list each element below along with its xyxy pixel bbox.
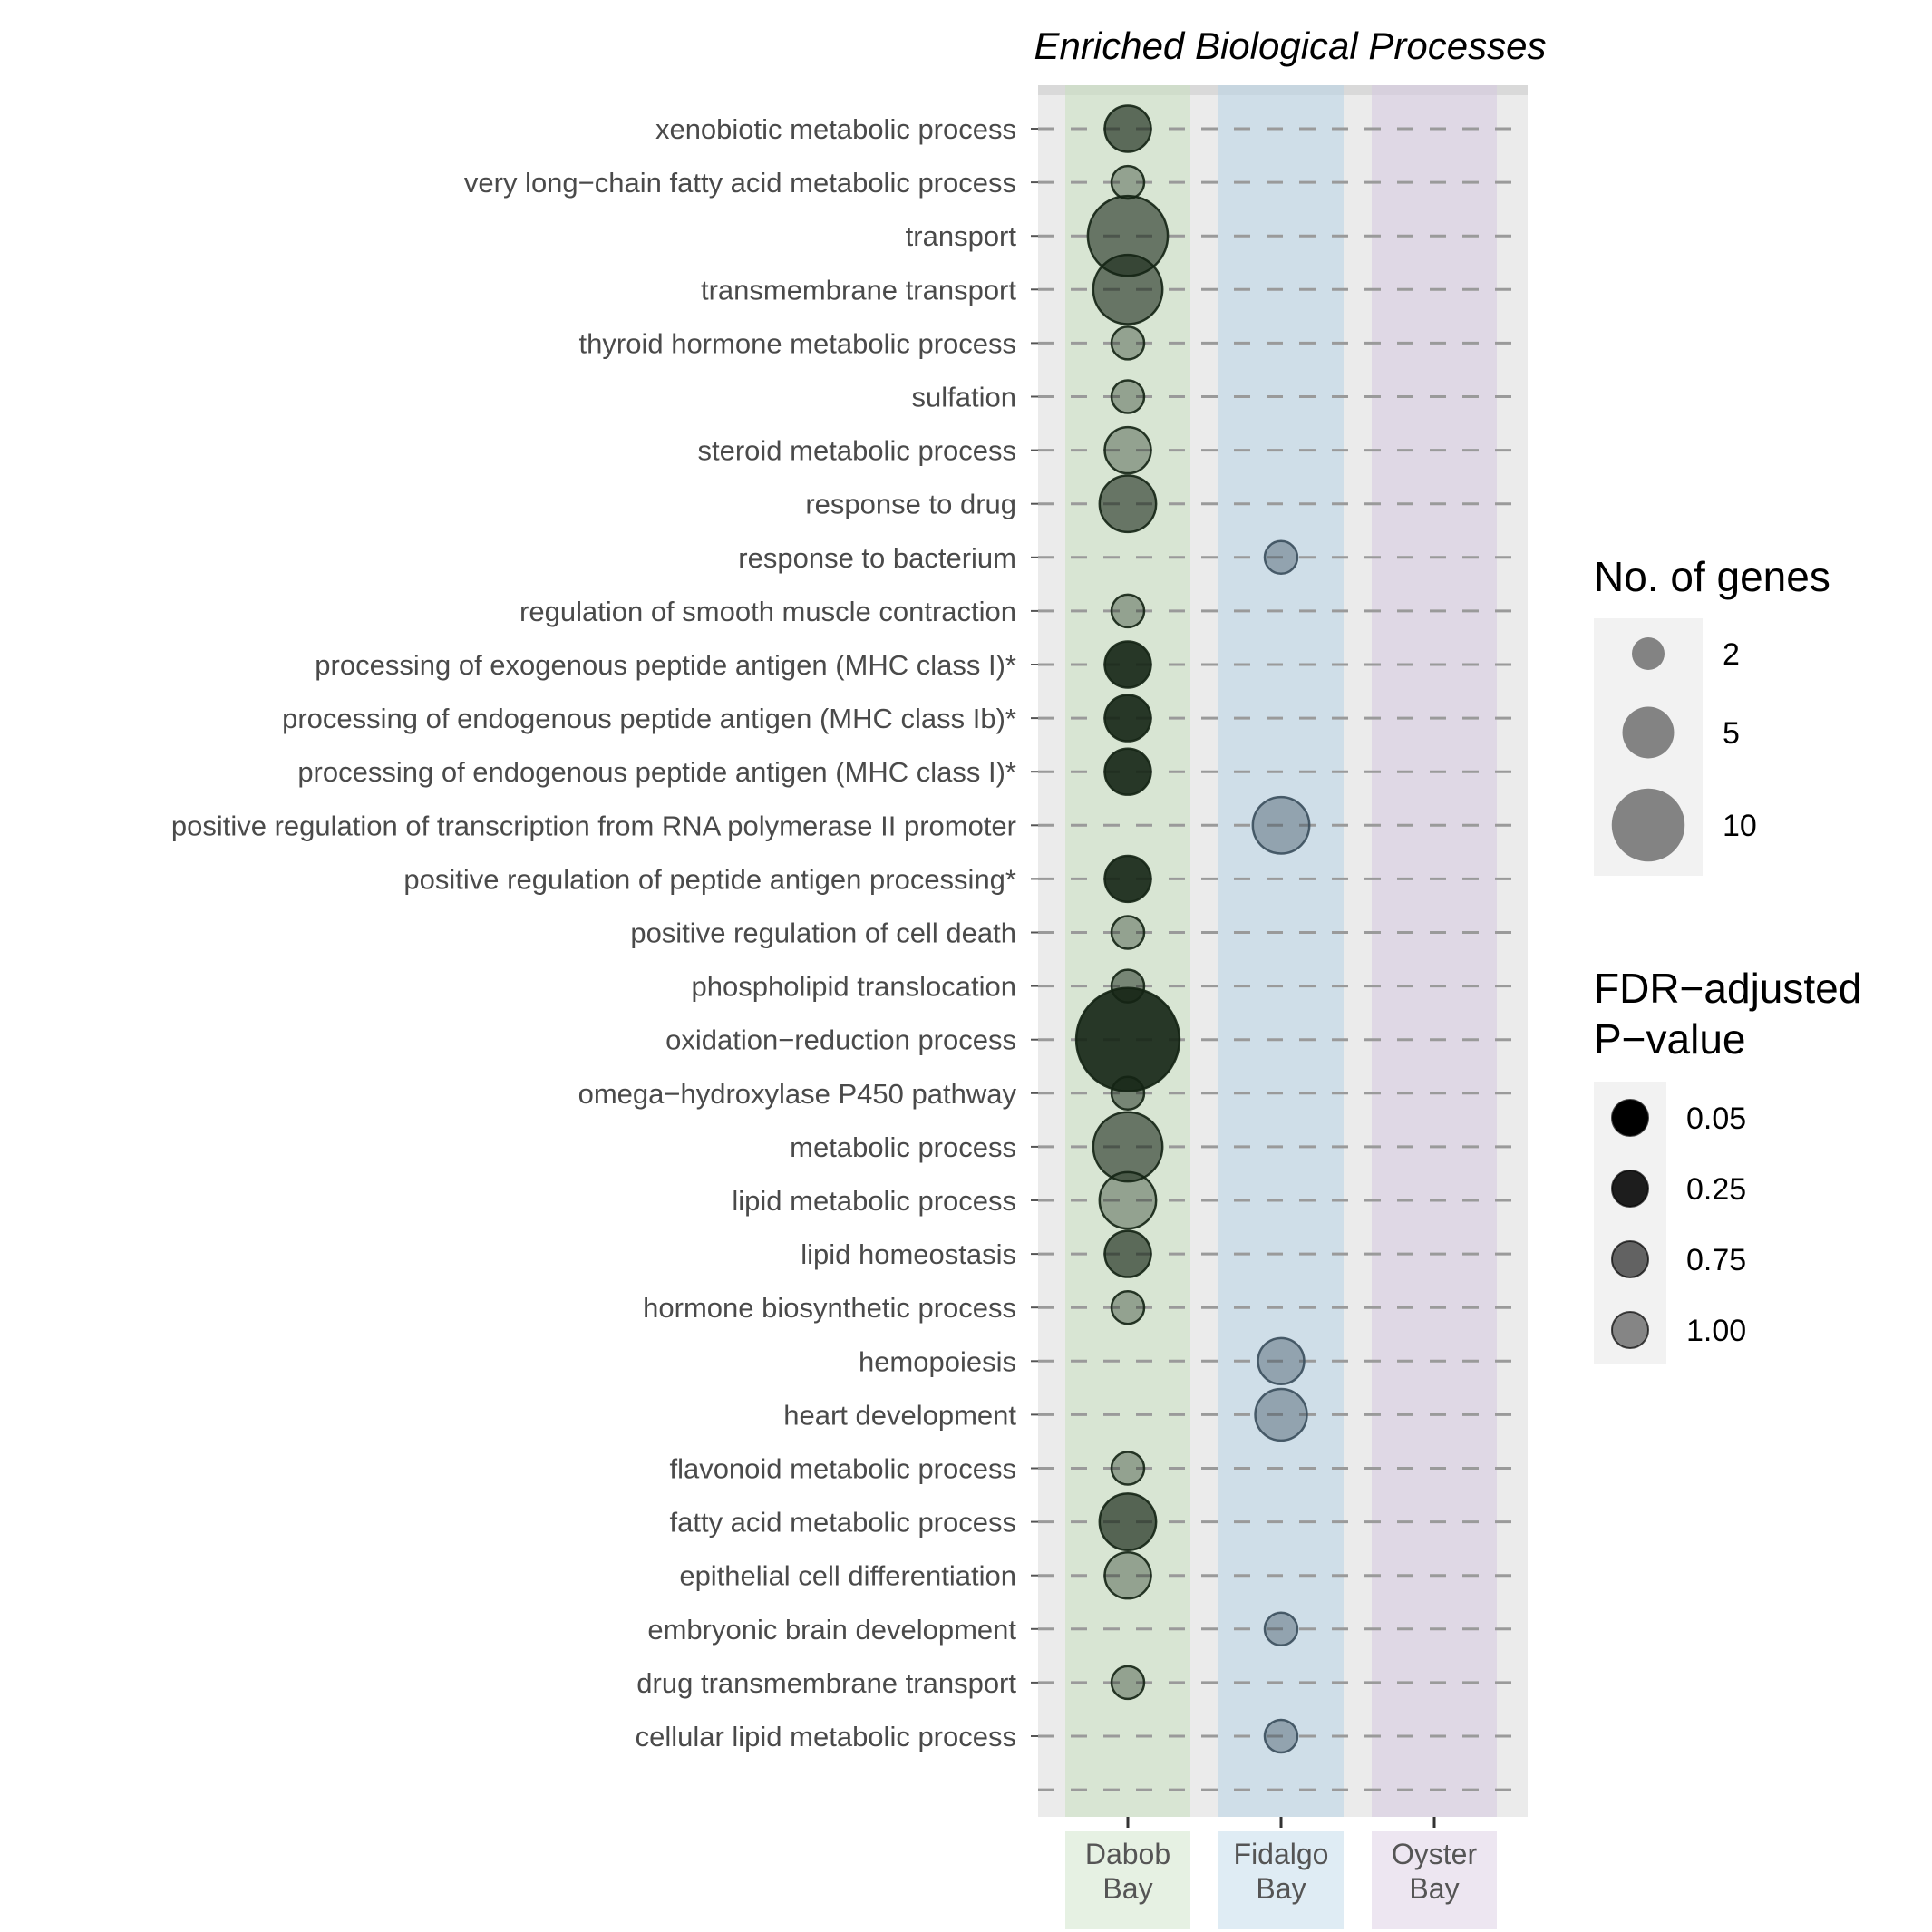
category-label: drug transmembrane transport (636, 1667, 1016, 1699)
x-axis-ticks (1126, 1817, 1436, 1828)
data-point (1098, 474, 1158, 534)
data-point (1110, 379, 1146, 414)
legend-size-marker (1622, 706, 1675, 759)
category-label: transport (906, 220, 1017, 252)
category-label: xenobiotic metabolic process (655, 113, 1016, 145)
legend-fdr-marker (1611, 1240, 1649, 1278)
legend-fdr-marker (1611, 1099, 1649, 1137)
legend-fdr: FDR−adjusted P−value 0.05 0.25 0.75 1.00 (1594, 965, 1861, 1364)
column-strip (1218, 1831, 1344, 1929)
data-point (1263, 1718, 1299, 1754)
data-point (1263, 539, 1299, 576)
data-point (1110, 1289, 1146, 1325)
category-label: fatty acid metabolic process (669, 1507, 1016, 1539)
category-label: very long−chain fatty acid metabolic pro… (464, 167, 1016, 199)
column-strip (1065, 1831, 1190, 1929)
legend-fdr-marker (1611, 1311, 1649, 1349)
legend-fdr-title-line2: P−value (1594, 1015, 1746, 1063)
legend-fdr-label: 0.25 (1686, 1172, 1746, 1207)
category-label: flavonoid metabolic process (669, 1453, 1016, 1485)
legend-size-marker (1632, 637, 1665, 670)
data-point (1092, 253, 1164, 325)
legend-gene-count: No. of genes 2 5 10 (1594, 553, 1830, 876)
category-label: epithelial cell differentiation (679, 1560, 1016, 1592)
legend-size-label: 10 (1723, 809, 1757, 843)
data-point (1103, 854, 1152, 904)
data-point (1103, 747, 1152, 796)
legend-fdr-label: 0.05 (1686, 1102, 1746, 1136)
category-label: metabolic process (790, 1131, 1016, 1163)
data-point (1110, 593, 1146, 629)
gridlines (1031, 127, 1528, 1791)
column-label: Oyster Bay (1392, 1838, 1478, 1905)
data-point (1110, 164, 1146, 200)
column-labels: Dabob Bay Fidalgo Bay Oyster Bay (1085, 1838, 1478, 1905)
data-point (1092, 1111, 1164, 1183)
data-point (1103, 640, 1152, 689)
data-point (1103, 104, 1152, 153)
data-point (1110, 1451, 1146, 1486)
legend-size-marker (1611, 788, 1685, 862)
data-point (1074, 986, 1181, 1092)
data-point (1110, 325, 1146, 361)
category-label: response to drug (805, 489, 1016, 520)
category-label: hemopoiesis (859, 1345, 1016, 1377)
category-label: positive regulation of cell death (630, 917, 1016, 949)
data-point (1103, 1550, 1152, 1600)
category-label: omega−hydroxylase P450 pathway (578, 1078, 1017, 1110)
column-label: Fidalgo Bay (1234, 1838, 1329, 1905)
category-label: oxidation−reduction process (665, 1024, 1016, 1056)
legend-fdr-marker (1611, 1170, 1649, 1208)
chart-title: Enriched Biological Processes (1034, 24, 1547, 67)
data-points (1074, 104, 1311, 1754)
category-labels: xenobiotic metabolic process very long−ch… (171, 113, 1017, 1752)
legend-size-label: 2 (1723, 637, 1740, 672)
column-band (1372, 85, 1497, 1817)
category-label: embryonic brain development (647, 1614, 1016, 1646)
legend-size-title: No. of genes (1594, 553, 1830, 600)
category-label: processing of exogenous peptide antigen … (315, 649, 1016, 681)
category-label: cellular lipid metabolic process (636, 1721, 1016, 1752)
category-label: lipid metabolic process (732, 1185, 1016, 1217)
data-point (1098, 1492, 1158, 1552)
category-label: lipid homeostasis (801, 1238, 1016, 1270)
data-point (1254, 1387, 1308, 1442)
category-label: heart development (783, 1399, 1016, 1431)
data-point (1103, 1229, 1152, 1278)
legend-fdr-label: 0.75 (1686, 1243, 1746, 1277)
category-label: processing of endogenous peptide antigen… (282, 703, 1016, 734)
data-point (1251, 795, 1311, 855)
data-point (1103, 694, 1152, 743)
data-point (1263, 1611, 1299, 1647)
category-label: steroid metabolic process (698, 435, 1017, 467)
category-label: response to bacterium (738, 542, 1016, 574)
category-label: phospholipid translocation (692, 971, 1016, 1003)
category-label: hormone biosynthetic process (643, 1292, 1016, 1324)
column-label: Dabob Bay (1085, 1838, 1170, 1905)
column-strip (1372, 1831, 1497, 1929)
data-point (1110, 1665, 1146, 1701)
category-label: transmembrane transport (701, 274, 1016, 306)
legend-fdr-title-line1: FDR−adjusted (1594, 965, 1861, 1012)
category-label: positive regulation of peptide antigen p… (403, 863, 1016, 895)
legend-fdr-label: 1.00 (1686, 1314, 1746, 1348)
data-point (1103, 425, 1152, 475)
data-point (1098, 1170, 1158, 1230)
category-label: sulfation (912, 382, 1016, 413)
column-band (1218, 85, 1344, 1817)
category-label: processing of endogenous peptide antigen… (297, 756, 1016, 788)
category-label: thyroid hormone metabolic process (579, 327, 1016, 359)
category-label: regulation of smooth muscle contraction (519, 596, 1016, 627)
data-point (1110, 915, 1146, 950)
legend-size-label: 5 (1723, 716, 1740, 751)
data-point (1257, 1336, 1306, 1386)
data-point (1110, 1075, 1146, 1112)
category-label: positive regulation of transcription fro… (171, 810, 1016, 841)
